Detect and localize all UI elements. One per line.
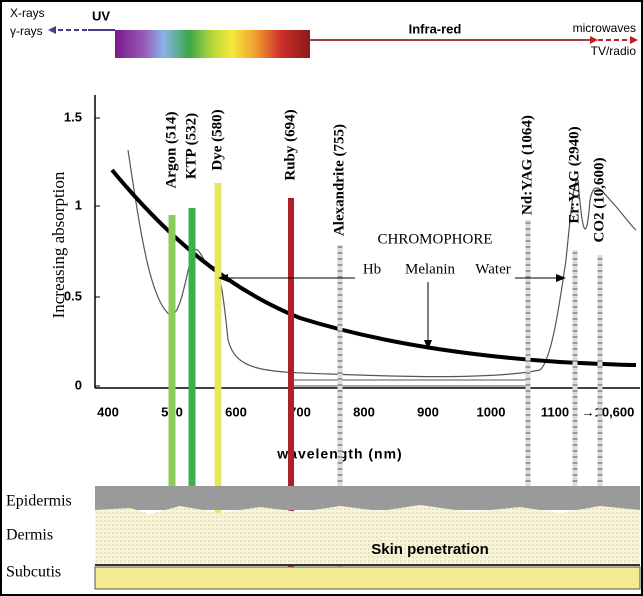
microwaves: microwaves: [573, 21, 636, 35]
melanin-label: Melanin: [405, 261, 455, 277]
subcutis: Subcutis: [6, 564, 61, 581]
water-label: Water: [475, 261, 510, 277]
arrowhead: [48, 26, 56, 34]
epidermis: Epidermis: [6, 493, 72, 510]
x-rays: X-rays: [10, 6, 45, 20]
laser-beam: [169, 215, 176, 500]
x-tick-label: 1000: [477, 404, 506, 419]
y-tick-label: 1: [75, 197, 82, 212]
x-tick-label: 400: [97, 404, 119, 419]
x-tick-label: →10,600: [582, 404, 635, 419]
laser-label: Alexandrite (755): [331, 124, 347, 236]
dermis-band: [95, 505, 640, 565]
hb-label: Hb: [363, 261, 381, 277]
laser-label: Ruby (694): [282, 109, 298, 180]
laser-beam: [526, 220, 531, 510]
x-tick-label: 900: [417, 404, 439, 419]
diagram: X-rays γ-rays UV Infra-red microwaves TV…: [0, 0, 643, 596]
tv-radio: TV/radio: [591, 44, 637, 58]
uv: UV: [92, 8, 110, 23]
visible-spectrum: [115, 30, 310, 58]
arrowhead: [630, 36, 638, 44]
skin-penetration: Skin penetration: [371, 541, 489, 558]
gamma-rays: γ-rays: [10, 24, 43, 38]
x-tick-label: 1100: [541, 404, 569, 419]
subcutis-band: [95, 567, 640, 589]
laser-label: CO2 (10,600): [591, 158, 607, 243]
laser-beam: [598, 255, 603, 490]
arrowhead: [556, 274, 566, 282]
chromophore: CHROMOPHORE: [377, 231, 492, 247]
y-tick-label: 1.5: [64, 109, 82, 124]
y-tick-label: 0.5: [64, 288, 82, 303]
arrowhead: [590, 36, 598, 44]
laser-label: Nd:YAG (1064): [519, 115, 535, 215]
epidermis-band: [95, 486, 640, 510]
y-tick-label: 0: [75, 377, 82, 392]
laser-label: Argon (514): [163, 111, 179, 188]
laser-label: Dye (580): [209, 109, 225, 170]
laser-label: KTP (532): [183, 113, 199, 179]
laser-beam: [573, 250, 578, 500]
infra-red: Infra-red: [409, 21, 462, 36]
x-tick-label: 600: [225, 404, 247, 419]
baseline-box: [290, 380, 530, 386]
dermis: Dermis: [6, 527, 53, 544]
laser-label: Er:YAG (2940): [566, 126, 582, 223]
x-tick-label: 800: [353, 404, 375, 419]
